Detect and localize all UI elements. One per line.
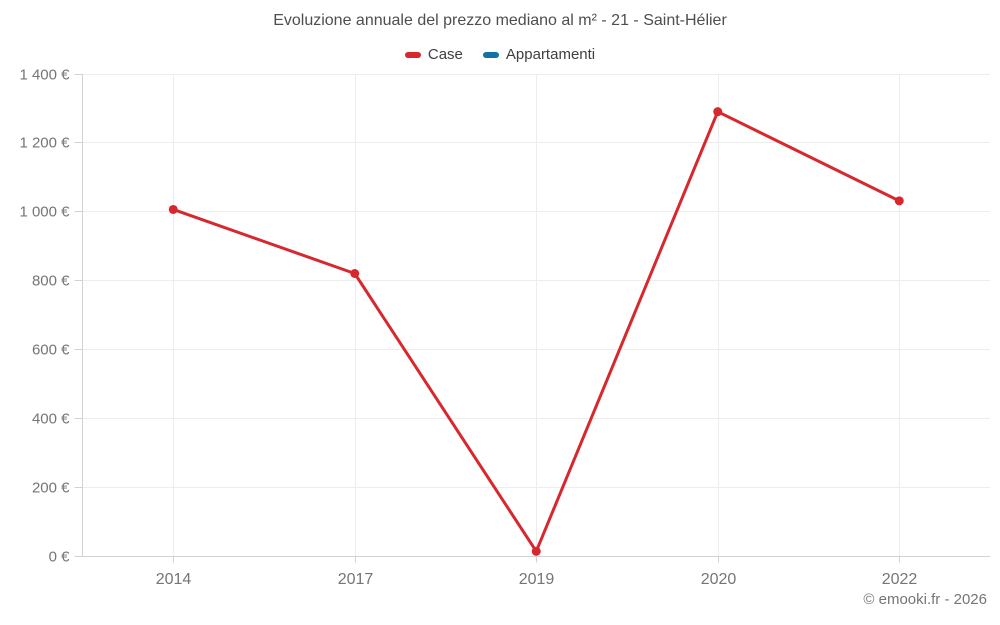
x-tick-label: 2014 [156,571,192,588]
chart-title: Evoluzione annuale del prezzo mediano al… [273,12,727,29]
x-tick-label: 2022 [882,571,918,588]
y-tick-label: 600 € [32,342,70,359]
data-point[interactable] [713,107,723,117]
y-tick-label: 1 200 € [19,135,70,152]
legend-label-appartamenti: Appartamenti [505,46,596,63]
footer-credit: © emooki.fr - 2026 [863,591,987,608]
y-tick-label: 0 € [49,549,71,566]
y-tick-label: 200 € [32,480,70,497]
x-tick-label: 2020 [701,571,737,588]
x-tick-label: 2017 [338,571,374,588]
case-series-swatch [404,51,421,58]
appartamenti-series-swatch [482,51,499,58]
legend-item-case[interactable]: Case [404,46,463,63]
y-tick-label: 1 400 € [19,67,70,84]
data-point[interactable] [894,196,904,206]
y-tick-label: 1 000 € [19,204,70,221]
chart-legend: Case Appartamenti [0,46,1000,63]
data-point[interactable] [168,204,178,214]
data-point[interactable] [531,546,541,556]
x-tick-label: 2019 [519,571,555,588]
y-tick-label: 400 € [32,411,70,428]
legend-item-appartamenti[interactable]: Appartamenti [482,46,596,63]
legend-label-case: Case [427,46,463,63]
data-point[interactable] [350,268,360,278]
y-tick-label: 800 € [32,273,70,290]
